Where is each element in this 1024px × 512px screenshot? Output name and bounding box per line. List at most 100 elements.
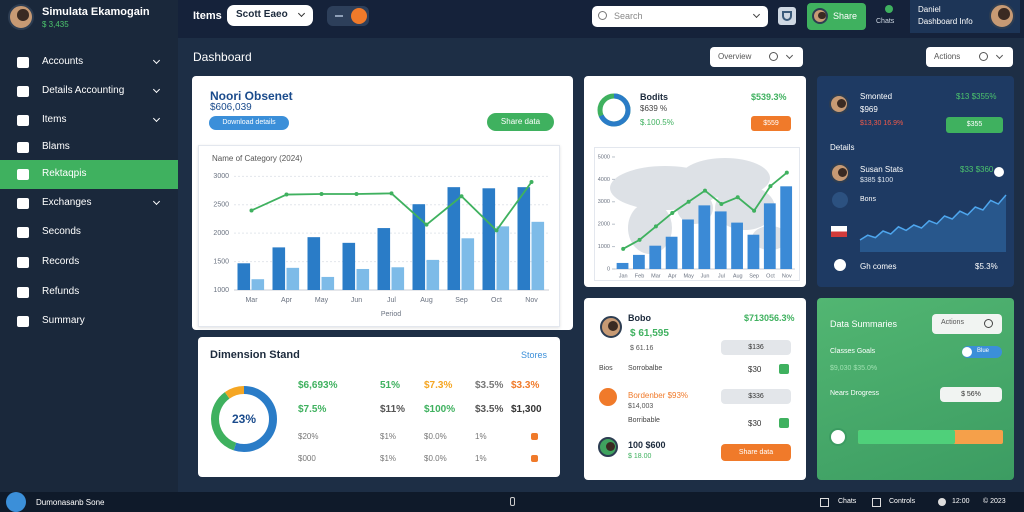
dropdown[interactable]: Scott Eaeo [227,5,313,26]
line-point [389,191,394,196]
gray-pill[interactable]: $136 [721,340,791,355]
map-chart: 0 1000 2000 3000 4000 5000 Jan Feb Mar Apr May Jun J… [598,154,795,279]
avatar-head [836,98,846,108]
toggle-knob [962,347,972,357]
toggle[interactable] [327,6,369,26]
chevron [152,56,161,65]
search-placeholder: Search [614,11,643,21]
search-box[interactable]: Search [592,6,768,27]
card-line: $639 % [640,104,668,113]
donut-segment [211,386,277,452]
menu-item[interactable]: Refunds [0,278,178,307]
line-point [735,195,740,200]
chevron [152,114,161,123]
chevron [152,197,161,206]
table-cell: 1% [475,454,487,463]
white-pill[interactable]: $ 56% [940,387,1002,402]
y-tick-label: 2500 [213,202,229,209]
chevron [995,51,1004,60]
y-tick-label: 2000 [213,230,229,237]
row-title: Borribable [628,417,660,424]
check-box[interactable] [779,364,789,374]
chats-label[interactable]: Chats [876,18,895,25]
hash-icon [510,497,515,506]
chevron [785,51,794,60]
bar [412,204,426,290]
row-title: 100 $600 [628,440,666,450]
orange-button[interactable]: $559 [751,116,791,131]
gray-pill[interactable]: $336 [721,389,791,404]
footer-icon [820,498,829,507]
menu-label: Blams [42,141,70,152]
line-point [319,191,324,196]
menu-icon [17,115,29,126]
header-button[interactable]: Actions [926,47,1013,67]
bar [482,188,496,290]
person-sub: $385 $100 [860,177,894,184]
goals-value: $9,030 $35.0% [830,365,878,372]
x-axis-label: Period [381,311,401,318]
menu-item[interactable]: Seconds [0,218,178,247]
table-cell: $100% [424,404,456,415]
trend-chart [859,194,1007,252]
header-button[interactable]: Overview [710,47,803,67]
orange-pill[interactable]: Share data [721,444,791,461]
footer-value: $5.3% [975,262,998,271]
chart-panel: Name of Category (2024) 1000 1500 2000 2500 3… [198,145,560,327]
check-box[interactable] [779,418,789,428]
pill-text: Actions [941,319,964,326]
card-title: Dimension Stand [210,349,300,361]
menu-item[interactable]: Rektaqpis [0,160,178,189]
topbar: Items Scott Eaeo Search Share Chats Daniel Das… [178,0,1024,38]
menu-label: Items [42,114,67,125]
row-label: Bios [599,365,613,372]
footer-label: Gh comes [860,262,897,271]
row-title: Bordenber $93% [628,391,689,400]
row-value: $30 [748,365,762,374]
bar [747,234,760,269]
mini-donut-arc [597,93,631,127]
chevron [152,85,161,94]
toggle[interactable]: Blue [962,346,1002,358]
avatar [830,163,850,183]
profile-gain: $13 $355% [956,92,997,101]
profile-box[interactable]: Daniel Dashboard Info [910,0,1020,33]
icon-button[interactable] [778,7,796,25]
menu-icon [17,86,29,97]
bar [342,242,356,290]
button-icon [769,52,778,61]
footer-chats[interactable]: Chats [838,498,857,505]
white-pill[interactable]: Actions [932,314,1002,334]
bar [426,259,440,290]
menu-item[interactable]: Details Accounting [0,77,178,106]
status-badge [531,433,538,440]
blue-button[interactable]: Download details [209,116,289,130]
progress-label: Nears Drogress [830,390,880,397]
bar [714,211,727,269]
y-tick-label: 3000 [598,199,610,205]
shield-icon [782,11,792,21]
card-highlight: $539.3% [751,92,787,102]
bar [321,276,335,290]
x-tick-label: Oct [491,297,502,304]
profile-name: Smonted [860,92,893,101]
menu-item[interactable]: Summary [0,307,178,336]
menu-item[interactable]: Exchanges [0,189,178,218]
user-balance: $ 3,435 [42,20,69,29]
check-icon [994,167,1004,177]
menu-item[interactable]: Items [0,106,178,135]
menu-item[interactable]: Accounts [0,48,178,77]
bar [665,236,678,269]
green-button[interactable]: $355 [946,117,1003,133]
card-link[interactable]: Stores [521,350,548,360]
menu-icon [17,257,29,268]
menu-label: Records [42,256,80,267]
menu-item[interactable]: Records [0,248,178,277]
y-tick-label: 1000 [598,244,610,250]
line-point [284,192,289,197]
menu-item[interactable]: Blams [0,133,178,162]
footer-controls[interactable]: Controls [889,498,916,505]
share-button[interactable]: Share [807,3,866,30]
green-button[interactable]: Share data [487,113,554,131]
